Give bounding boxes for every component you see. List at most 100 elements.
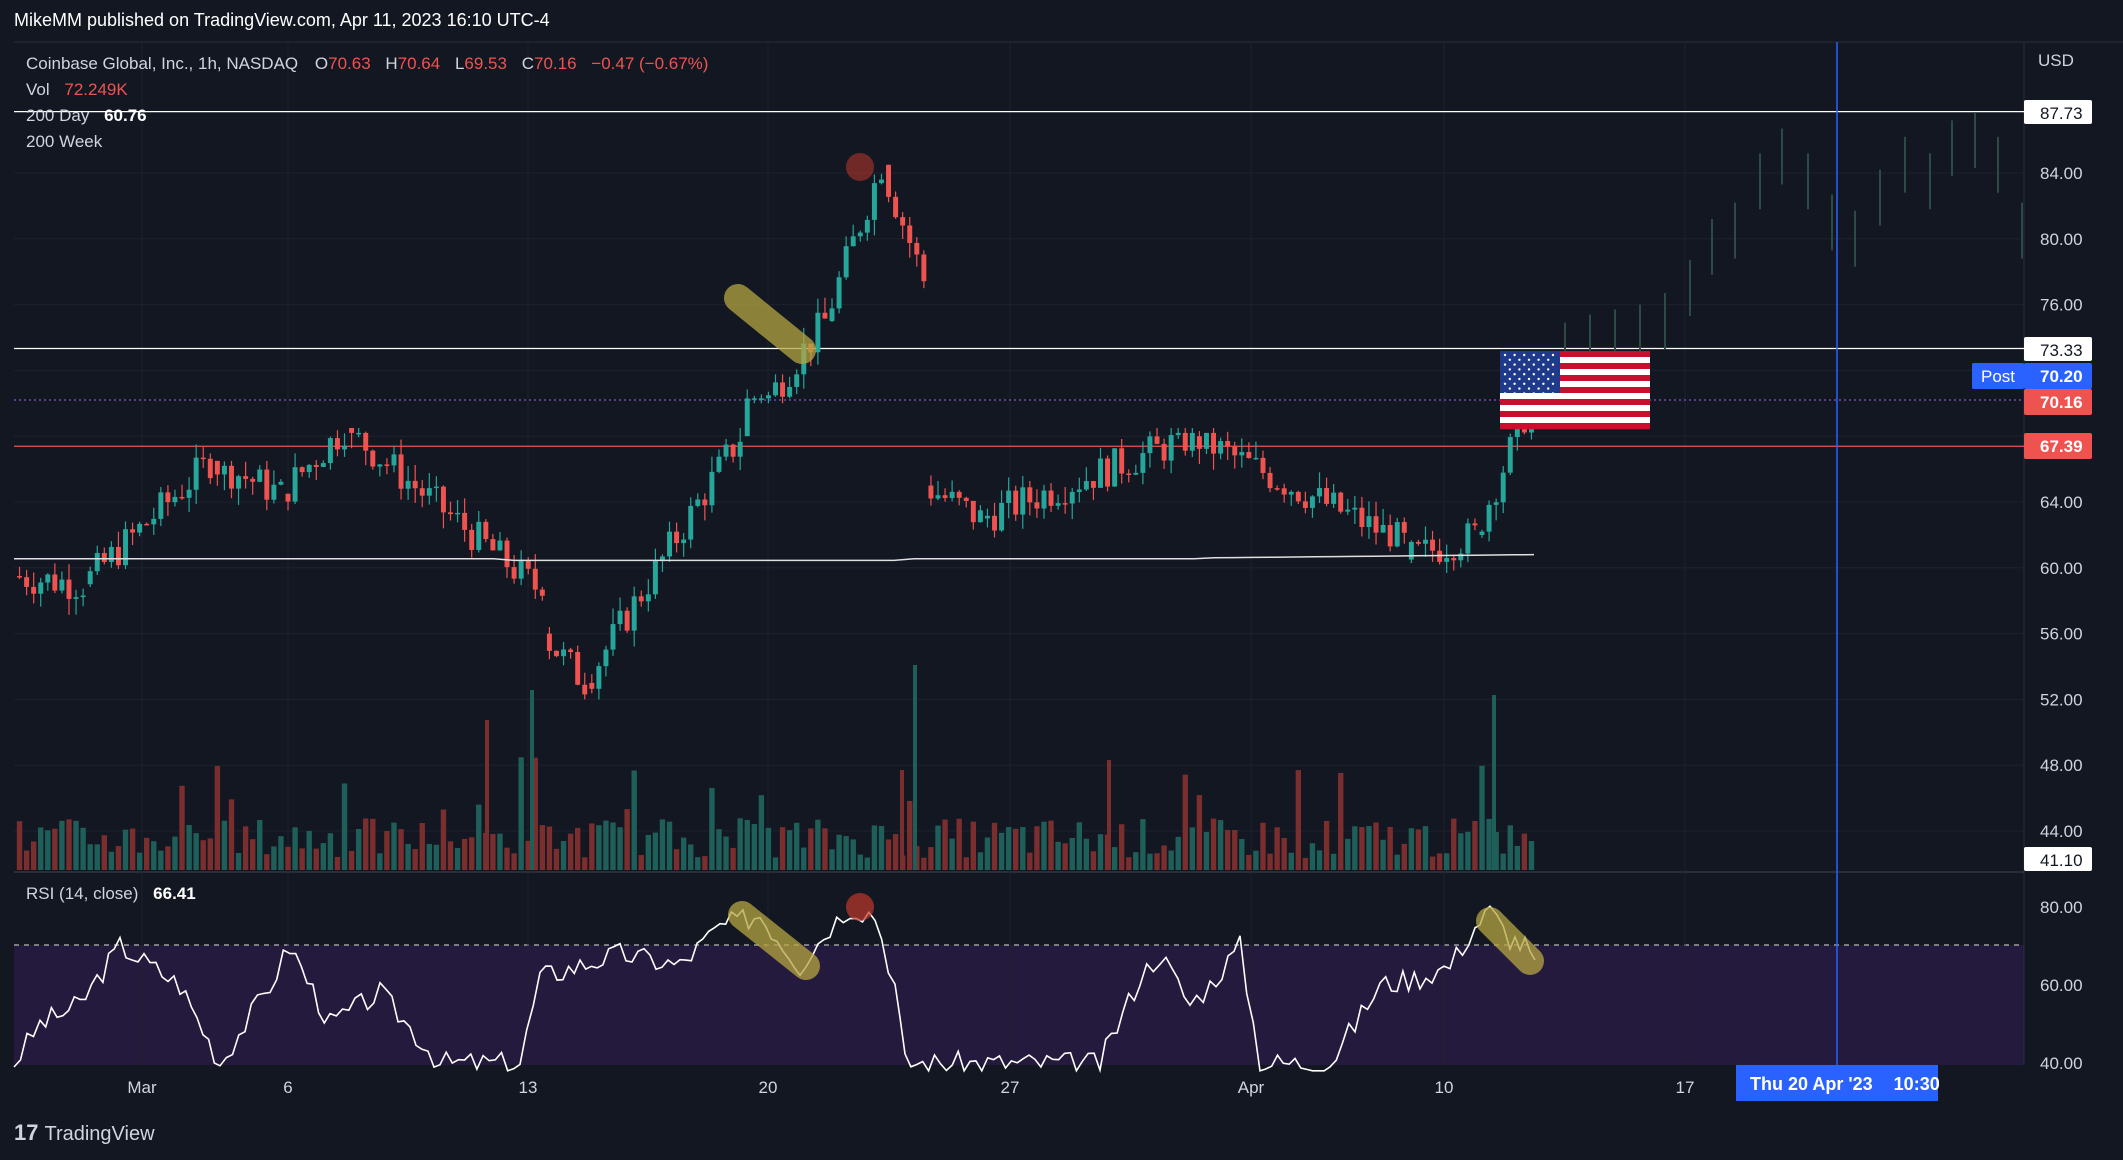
volume-bar	[221, 820, 228, 870]
volume-bar	[822, 828, 828, 870]
volume-bar	[589, 823, 595, 870]
candle-body	[1069, 491, 1075, 504]
volume-bar	[94, 844, 100, 870]
flag-stripe	[1500, 417, 1650, 424]
volume-bar	[610, 822, 616, 870]
flag-stripe	[1500, 357, 1650, 364]
volume-bar	[857, 854, 863, 870]
candle-body	[674, 531, 680, 544]
candle-body	[1147, 436, 1153, 454]
flag-stripe	[1500, 411, 1650, 418]
candle-body	[342, 445, 348, 450]
volume-bar	[1168, 850, 1174, 870]
candle-body	[94, 552, 100, 572]
volume-bar	[758, 795, 765, 870]
volume-bar	[313, 848, 319, 870]
candle-body	[497, 540, 503, 551]
candle-body	[688, 505, 694, 540]
volume-bar	[363, 818, 369, 870]
volume-bar	[1444, 853, 1450, 870]
candle-body	[504, 540, 510, 568]
candle-body	[1309, 496, 1315, 508]
candle-body	[214, 460, 220, 475]
volume-bar	[249, 839, 256, 870]
candle-body	[794, 374, 800, 387]
publish-text: MikeMM published on TradingView.com, Apr…	[14, 10, 550, 30]
legend-symbol: Coinbase Global, Inc., 1h, NASDAQ	[26, 54, 298, 73]
volume-bar	[101, 835, 107, 870]
volume-bar	[688, 844, 694, 870]
candle-body	[773, 382, 778, 396]
volume-bar	[426, 843, 432, 870]
flag-star	[1523, 382, 1526, 385]
candle-body	[956, 491, 962, 498]
volume-bar	[1323, 820, 1330, 870]
publish-bar: MikeMM published on TradingView.com, Apr…	[0, 0, 2123, 40]
volume-bar	[165, 846, 171, 870]
candle-body	[843, 246, 849, 278]
volume-bar	[1288, 852, 1294, 870]
volume-bar	[539, 825, 546, 870]
flag-star	[1542, 392, 1545, 395]
volume-bar	[709, 787, 715, 870]
volume-bar	[228, 799, 235, 870]
price-axis[interactable]: 44.00 48.00 52.00 56.00 60.00 64.00 76.00 80.00…	[2040, 164, 2083, 841]
legend-ma-day: 60.76	[104, 106, 147, 125]
candle-body	[1182, 432, 1188, 451]
tradingview-logo[interactable]: 17 TradingView	[14, 1120, 155, 1146]
flag-star	[1508, 377, 1512, 381]
candle-body	[17, 576, 23, 578]
volume-bar	[1097, 834, 1104, 870]
volume-bar	[808, 828, 814, 870]
volume-bar	[1005, 827, 1012, 870]
candle-body	[631, 596, 637, 631]
volume-bar	[530, 690, 534, 870]
volume-bar	[23, 850, 30, 870]
flag-star	[1527, 387, 1531, 390]
candle-body	[1302, 501, 1308, 508]
legend-ma-week-label: 200 Week	[26, 132, 103, 151]
candle-body	[137, 523, 143, 533]
flag-star	[1518, 368, 1521, 371]
candle-body	[1048, 490, 1054, 506]
volume-bar	[1083, 838, 1090, 870]
flag-star	[1537, 387, 1540, 390]
legend-close: 70.16	[534, 54, 577, 73]
candle-body	[1225, 441, 1231, 447]
price-pane[interactable]	[14, 42, 2024, 870]
volume-bar	[928, 847, 934, 870]
candle-body	[886, 164, 892, 197]
candle-body	[765, 395, 771, 399]
candle-body	[1366, 516, 1372, 527]
time-tick-label: 6	[283, 1078, 292, 1097]
candle-body	[52, 574, 58, 591]
badge-post[interactable]: Post 70.20	[1972, 363, 2092, 389]
candle-body	[1239, 452, 1245, 456]
candle-body	[1451, 558, 1457, 561]
volume-bar	[348, 850, 355, 870]
volume-bar	[765, 827, 772, 870]
flag-star	[1537, 358, 1540, 361]
candle-body	[349, 427, 355, 433]
candle-body	[730, 444, 736, 457]
candle-body	[709, 471, 715, 506]
time-axis[interactable]: Mar 6 13 20 27 Apr 10 17	[127, 1078, 1694, 1097]
candle-body	[158, 492, 164, 519]
volume-bar	[412, 849, 418, 870]
candle-body	[758, 398, 764, 400]
candle-body	[603, 649, 609, 667]
candle-body	[1041, 490, 1047, 509]
candle-body	[879, 179, 884, 184]
candle-body	[299, 467, 305, 473]
candle-body	[596, 666, 602, 689]
candle-body	[1465, 523, 1471, 554]
candle-body	[1281, 488, 1287, 495]
volume-bar	[1330, 853, 1337, 870]
badge-volume: 41.10	[2024, 847, 2092, 871]
candle-body	[130, 529, 136, 533]
rsi-axis[interactable]: 40.00 60.00 80.00	[2040, 898, 2083, 1073]
volume-bar	[702, 856, 708, 870]
flag-star	[1527, 368, 1531, 371]
volume-bar	[1458, 833, 1464, 870]
